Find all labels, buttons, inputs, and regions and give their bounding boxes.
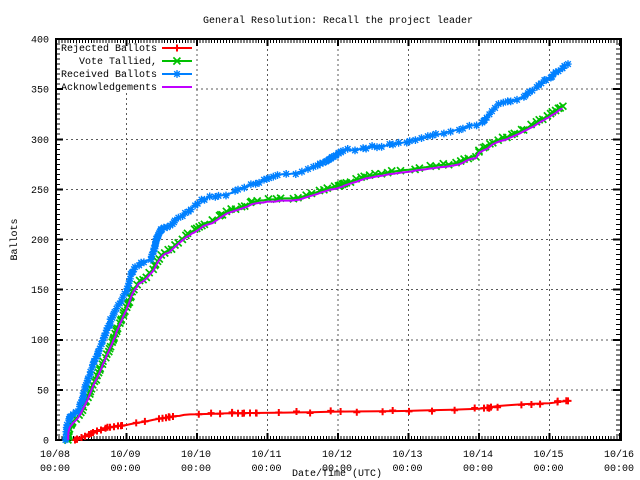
svg-text:Rejected Ballots: Rejected Ballots xyxy=(61,43,157,55)
svg-text:Date/Time (UTC): Date/Time (UTC) xyxy=(292,468,382,480)
svg-text:50: 50 xyxy=(37,386,49,397)
svg-text:350: 350 xyxy=(31,86,49,97)
svg-text:00:00: 00:00 xyxy=(322,464,352,475)
svg-text:0: 0 xyxy=(43,437,49,448)
svg-text:00:00: 00:00 xyxy=(251,464,281,475)
svg-text:00:00: 00:00 xyxy=(40,464,70,475)
svg-text:250: 250 xyxy=(31,186,49,197)
svg-text:10/13: 10/13 xyxy=(392,449,422,461)
svg-text:10/14: 10/14 xyxy=(463,449,493,461)
svg-text:General Resolution: Recall the: General Resolution: Recall the project l… xyxy=(203,15,473,27)
svg-text:Acknowledgements: Acknowledgements xyxy=(61,82,157,94)
svg-text:00:00: 00:00 xyxy=(533,464,563,475)
svg-text:100: 100 xyxy=(31,336,49,347)
svg-text:10/09: 10/09 xyxy=(110,449,140,461)
svg-text:150: 150 xyxy=(31,286,49,297)
svg-text:300: 300 xyxy=(31,136,49,147)
svg-text:10/16: 10/16 xyxy=(604,449,634,461)
svg-text:10/08: 10/08 xyxy=(40,449,70,461)
svg-text:Received Ballots: Received Ballots xyxy=(61,69,157,81)
svg-text:00:00: 00:00 xyxy=(110,464,140,475)
svg-text:Ballots: Ballots xyxy=(9,218,21,260)
svg-text:Vote Tallied,: Vote Tallied, xyxy=(79,56,157,68)
svg-text:10/12: 10/12 xyxy=(322,449,352,461)
svg-text:200: 200 xyxy=(31,236,49,247)
svg-text:10/15: 10/15 xyxy=(533,449,563,461)
svg-text:400: 400 xyxy=(31,36,49,47)
svg-text:00:00: 00:00 xyxy=(604,464,634,475)
svg-text:10/10: 10/10 xyxy=(181,449,211,461)
svg-text:10/11: 10/11 xyxy=(251,449,281,461)
svg-text:00:00: 00:00 xyxy=(181,464,211,475)
svg-text:00:00: 00:00 xyxy=(392,464,422,475)
svg-text:00:00: 00:00 xyxy=(463,464,493,475)
